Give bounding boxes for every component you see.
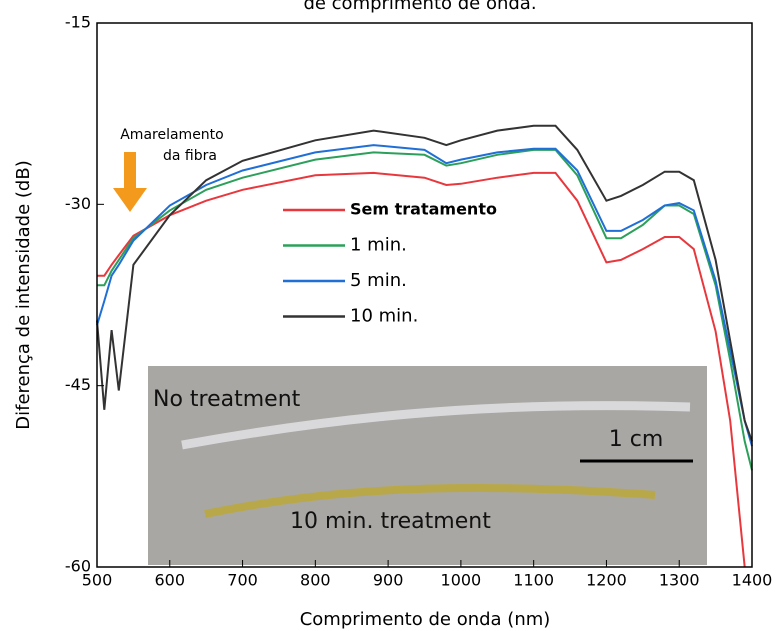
x-tick-label: 900 (373, 571, 404, 590)
chart-title: de comprimento de onda. (303, 0, 536, 14)
x-tick-label: 1000 (441, 571, 482, 590)
fiber (204, 484, 656, 518)
x-tick-label: 600 (155, 571, 186, 590)
y-tick-label: -30 (65, 194, 91, 213)
y-tick-label: -15 (65, 13, 91, 32)
x-axis-title: Comprimento de onda (nm) (300, 609, 551, 630)
y-tick-label: -60 (65, 557, 91, 576)
inset-photo: No treatment 1 cm 10 min. treatment (148, 366, 707, 565)
arrow (113, 152, 147, 212)
inset-label: No treatment (153, 387, 301, 412)
plot-frame (96, 22, 753, 568)
y-tick-label: -45 (65, 375, 91, 394)
legend-label: Sem tratamento (350, 200, 497, 219)
x-tick-label: 1300 (659, 571, 700, 590)
x-tick-label: 800 (300, 571, 331, 590)
x-tick-label: 700 (227, 571, 258, 590)
photo-background (148, 366, 707, 565)
x-tick-label: 500 (82, 571, 113, 590)
annotation: Amarelamento (120, 127, 224, 143)
legend-label: 5 min. (350, 270, 407, 291)
data-line (96, 144, 753, 447)
annotation: da fibra (163, 148, 217, 164)
inset-label: 1 cm (609, 427, 664, 452)
y-axis-title: Diferença de intensidade (dB) (13, 160, 34, 429)
data-line (96, 124, 753, 442)
fiber (181, 401, 691, 450)
x-tick-label: 1100 (513, 571, 554, 590)
legend-label: 1 min. (350, 235, 407, 256)
x-tick-label: 1200 (586, 571, 627, 590)
x-tick-label: 1400 (732, 571, 773, 590)
legend-label: 10 min. (350, 306, 418, 327)
inset-label: 10 min. treatment (290, 509, 491, 534)
